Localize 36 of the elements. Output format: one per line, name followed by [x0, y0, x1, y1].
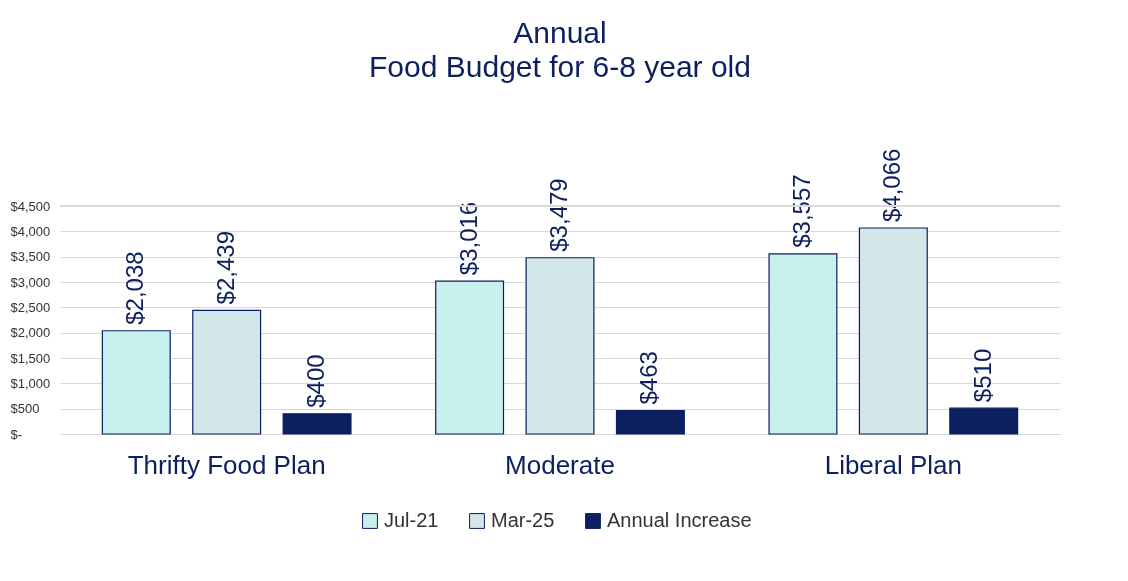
bar [101, 330, 171, 435]
bar [525, 257, 595, 435]
y-tick-label: $1,000 [10, 375, 51, 391]
data-label: $463 [635, 351, 663, 405]
y-tick-label: $2,000 [10, 325, 51, 341]
bar [435, 280, 505, 435]
data-label: $2,038 [121, 251, 149, 325]
x-tick-label: Thrifty Food Plan [127, 449, 326, 480]
chart-title: Annual [513, 15, 607, 49]
y-tick-label: $3,500 [10, 249, 51, 265]
data-label: $3,479 [545, 178, 572, 252]
bar [615, 409, 685, 435]
y-tick-label: $3,000 [10, 274, 51, 290]
y-tick-label: $500 [10, 401, 40, 417]
chart-subtitle: Food Budget for 6-8 year old [369, 49, 751, 83]
bar [949, 407, 1019, 435]
x-tick-label: Moderate [505, 449, 615, 480]
bar [282, 413, 352, 435]
y-tick-label: $4,500 [10, 198, 51, 214]
data-label: $400 [302, 354, 330, 408]
data-label: $3,557 [787, 174, 815, 248]
data-label: $2,439 [211, 231, 239, 305]
legend-label: Jul-21 [384, 509, 439, 531]
bar [192, 309, 262, 435]
data-label: $510 [968, 348, 996, 403]
data-label: $4,066 [878, 148, 906, 222]
data-label: $3,016 [454, 201, 482, 276]
bar [768, 253, 838, 435]
legend-label: Mar-25 [491, 509, 555, 531]
x-tick-label: Liberal Plan [824, 449, 962, 480]
legend-label: Annual Increase [607, 509, 752, 531]
y-tick-label: $2,500 [10, 299, 51, 315]
y-tick-label: $1,500 [10, 350, 51, 366]
y-tick-label: $- [10, 426, 23, 442]
y-tick-label: $4,000 [10, 223, 51, 239]
bar [858, 227, 928, 435]
